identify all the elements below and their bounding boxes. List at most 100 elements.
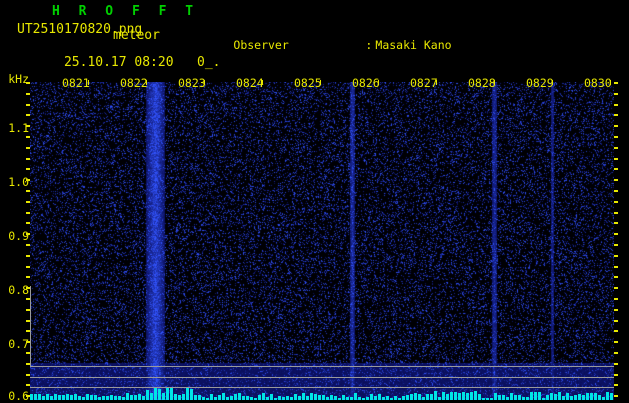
amplitude-bar [102,396,105,400]
y-axis: kHz 1.1 1.0 0.9 0.8 0.7 0.6 [0,70,30,403]
amplitude-bar [62,395,65,400]
amplitude-bar [118,396,121,400]
y-axis-tick-right [614,287,618,290]
amplitude-bar [266,397,269,400]
y-axis-tick-right [614,308,618,311]
amplitude-bar [494,393,497,400]
amplitude-bar [318,395,321,400]
x-axis-tick [436,80,437,85]
amplitude-bar [546,395,549,400]
x-axis-tick-label: 0821 [62,76,90,90]
amplitude-bar [190,389,193,400]
y-axis-tick-right [614,298,618,300]
amplitude-bar [378,394,381,400]
x-axis-tick [494,80,495,85]
amplitude-bar [326,397,329,400]
y-axis-tick [26,384,30,387]
amplitude-bar [174,394,177,400]
amplitude-bar [278,396,281,400]
y-axis-tick [26,157,30,160]
y-axis-tick-right [614,265,618,268]
y-axis-tick [26,395,30,398]
amplitude-bar [362,398,365,400]
header-bar: H R O F F T UT2510170820.png meteor 25.1… [0,0,629,228]
y-axis-tick-right [614,395,618,398]
amplitude-bar [422,397,425,400]
amplitude-bar [354,393,357,400]
amplitude-bar [34,394,37,400]
x-axis-tick-label: 0826 [352,76,380,90]
amplitude-bar [286,396,289,400]
amplitude-bar [502,395,505,400]
y-axis-tick [26,287,30,290]
amplitude-bar [370,394,373,400]
amplitude-bar [486,398,489,400]
y-axis-tick [26,211,30,214]
amplitude-bar [98,397,101,400]
y-axis-tick-right [614,103,618,106]
x-axis-tick-label: 0822 [120,76,148,90]
y-axis-tick [26,362,30,365]
amplitude-bar [126,393,129,400]
amplitude-bar [454,392,457,400]
amplitude-bar [382,397,385,400]
reference-line [30,366,614,367]
amplitude-bar [182,394,185,400]
amplitude-bar [506,397,509,400]
timestamp-label: 25.10.17 08:20 0_. [17,40,221,85]
amplitude-bar [586,393,589,400]
amplitude-bar [470,392,473,400]
amplitude-bar [334,396,337,400]
y-axis-tick [26,82,30,84]
amplitude-bar [594,393,597,400]
y-axis-tick-label: 1.0 [8,175,29,189]
amplitude-bar [390,398,393,400]
amplitude-bar [110,395,113,400]
y-axis-tick [26,136,30,138]
amplitude-bar [538,392,541,400]
amplitude-bar [106,396,109,400]
y-axis-tick [26,233,30,236]
amplitude-bar [554,394,557,400]
amplitude-bar [542,398,545,400]
y-axis-tick [26,179,30,182]
amplitude-bar [86,394,89,400]
amplitude-bar [466,393,469,400]
y-axis-tick [26,146,30,149]
y-axis-tick [26,103,30,106]
y-axis-unit-label: kHz [8,72,29,86]
x-axis-tick [552,80,553,85]
amplitude-bar [146,390,149,400]
y-axis-tick [26,330,30,333]
amplitude-bar [574,395,577,400]
y-axis-tick [26,125,30,128]
amplitude-bar [314,394,317,400]
y-axis-tick [26,341,30,344]
amplitude-bar [342,395,345,400]
y-axis-tick-right [614,352,618,354]
amplitude-bar [130,395,133,400]
amplitude-bar [322,395,325,400]
amplitude-bar [158,389,161,400]
y-axis-tick-right [614,276,618,279]
amplitude-bar [294,394,297,400]
y-axis-tick-label: 1.1 [8,121,29,135]
info-value: Masaki Kano [375,38,452,53]
y-axis-tick-right [614,92,618,95]
filename-label: UT2510170820.png [17,22,143,37]
amplitude-bar [30,394,33,400]
amplitude-bar [446,394,449,400]
y-axis-tick-right [614,146,618,149]
amplitude-bar [178,395,181,400]
amplitude-bar [490,398,493,400]
info-row: Observer: Masaki Kano [178,29,590,64]
x-axis-tick-label: 0830 [584,76,612,90]
plot-left-border [30,286,31,367]
amplitude-bar [214,397,217,400]
amplitude-bar [254,398,257,400]
x-axis-tick-label: 0824 [236,76,264,90]
amplitude-bar [194,395,197,400]
amplitude-bar [374,396,377,400]
amplitude-bar [418,394,421,400]
amplitude-bar [274,398,277,400]
